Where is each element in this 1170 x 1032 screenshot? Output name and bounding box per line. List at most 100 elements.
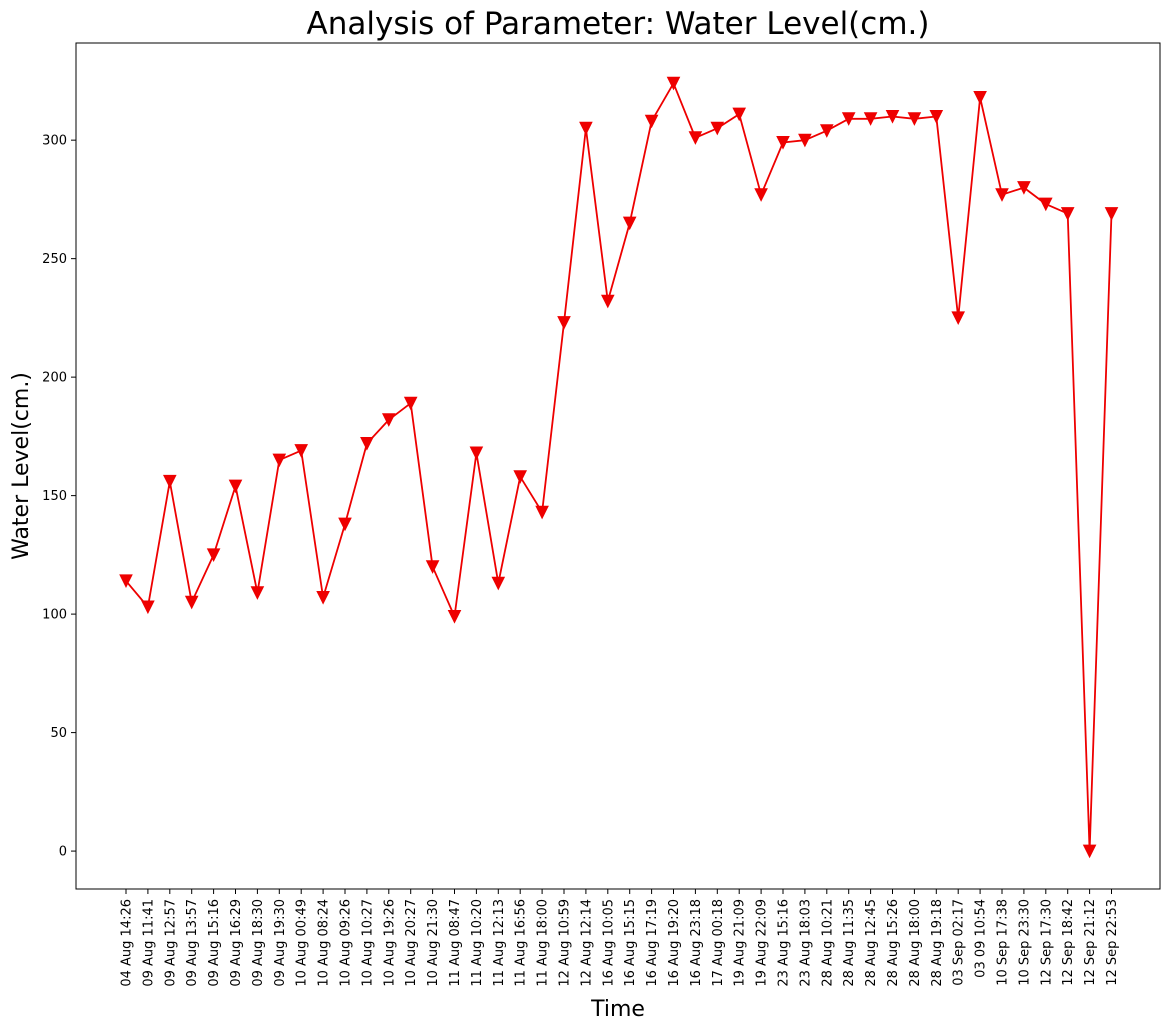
data-point-marker (250, 586, 265, 600)
data-point-marker (1082, 844, 1097, 859)
x-tick-label: 10 Aug 19:26 (382, 899, 397, 987)
x-tick-label: 28 Aug 12:45 (864, 899, 879, 987)
data-point-marker (272, 453, 287, 468)
data-point-marker (710, 121, 725, 136)
x-tick-label: 16 Aug 19:20 (667, 899, 682, 987)
x-tick-label: 12 Sep 21:12 (1083, 899, 1098, 986)
x-tick-label: 28 Aug 19:18 (930, 899, 945, 987)
data-point-marker (206, 548, 221, 563)
x-axis: 04 Aug 14:26 09 Aug 11:41 09 Aug 12:57 09 A… (120, 889, 1120, 987)
x-tick-label: 12 Sep 17:30 (1039, 899, 1054, 986)
y-tick-label: 200 (42, 371, 67, 386)
x-tick-label: 12 Sep 22:53 (1105, 899, 1120, 986)
data-point-marker (754, 188, 768, 202)
data-point-marker (951, 311, 966, 326)
data-point-marker (491, 576, 506, 591)
data-point-marker (338, 517, 352, 532)
data-point-marker (1017, 181, 1031, 195)
x-tick-label: 28 Aug 11:35 (842, 899, 857, 987)
data-point-marker (995, 188, 1009, 202)
y-tick-label: 150 (42, 489, 67, 504)
x-tick-label: 11 Aug 08:47 (448, 899, 463, 987)
data-point-marker (732, 107, 747, 122)
y-axis: 0 50 100 150 200 250 300 (42, 134, 76, 860)
data-point-marker (819, 124, 834, 138)
data-point-marker (776, 136, 790, 150)
x-tick-label: 10 Aug 21:30 (426, 899, 441, 987)
x-tick-label: 11 Aug 10:20 (470, 899, 485, 987)
x-tick-label: 12 Sep 18:42 (1061, 899, 1076, 986)
data-point-marker (644, 114, 659, 129)
x-tick-label: 10 Sep 23:30 (1017, 899, 1032, 986)
data-point-marker (973, 91, 987, 105)
x-tick-label: 12 Aug 12:14 (579, 899, 594, 987)
x-tick-label: 19 Aug 22:09 (755, 899, 770, 987)
data-point-marker (557, 316, 571, 330)
data-point-marker (688, 131, 703, 145)
x-tick-label: 28 Aug 10:21 (820, 899, 835, 987)
y-tick-label: 300 (42, 134, 67, 149)
data-point-marker (447, 610, 462, 624)
y-axis-label: Water Level(cm.) (9, 372, 34, 560)
x-tick-label: 10 Aug 08:24 (317, 899, 332, 987)
x-tick-label: 10 Aug 09:26 (339, 899, 354, 987)
data-point-marker (316, 591, 330, 605)
x-tick-label: 10 Aug 00:49 (295, 899, 310, 987)
data-point-marker (162, 474, 177, 489)
data-point-marker (228, 479, 243, 494)
x-tick-label: 09 Aug 15:16 (207, 899, 222, 987)
data-point-marker (425, 560, 440, 574)
data-point-marker (141, 600, 155, 615)
data-point-marker (1060, 207, 1075, 221)
y-tick-label: 250 (42, 252, 67, 267)
data-point-marker (513, 470, 528, 484)
data-point-marker (863, 112, 878, 126)
x-tick-label: 03 Sep 02:17 (952, 899, 967, 986)
x-tick-label: 16 Aug 17:19 (645, 899, 660, 987)
x-tick-label: 17 Aug 00:18 (711, 899, 726, 987)
data-point-marker (119, 574, 133, 589)
x-tick-label: 09 Aug 18:30 (251, 899, 266, 987)
data-point-marker (403, 396, 418, 411)
x-tick-label: 09 Aug 19:30 (273, 899, 288, 987)
data-point-marker (535, 505, 549, 520)
data-point-marker (381, 413, 396, 427)
data-point-marker (1104, 207, 1119, 221)
data-point-marker (666, 76, 681, 91)
x-tick-label: 11 Aug 16:56 (514, 899, 529, 987)
x-tick-label: 03 09 10:54 (974, 899, 989, 978)
data-point-marker (294, 444, 309, 458)
x-tick-label: 16 Aug 23:18 (689, 899, 704, 987)
data-point-marker (841, 112, 856, 126)
x-tick-label: 10 Aug 10:27 (360, 899, 375, 987)
x-tick-label: 12 Aug 10:59 (558, 899, 573, 987)
x-axis-label: Time (590, 997, 645, 1022)
data-point-marker (798, 133, 812, 148)
x-tick-label: 09 Aug 16:29 (229, 899, 244, 987)
x-tick-label: 28 Aug 18:00 (908, 899, 923, 987)
x-tick-label: 16 Aug 10:05 (601, 899, 616, 987)
data-point-marker (360, 437, 374, 451)
y-tick-label: 100 (42, 608, 67, 623)
data-point-marker (579, 121, 593, 136)
x-tick-label: 28 Aug 15:26 (886, 899, 901, 987)
data-point-marker (469, 446, 484, 461)
x-tick-label: 09 Aug 12:57 (163, 899, 178, 987)
data-point-marker (885, 110, 900, 124)
data-point-marker (622, 216, 637, 231)
plot-area (119, 76, 1119, 859)
data-point-marker (1038, 197, 1053, 212)
x-tick-label: 10 Aug 20:27 (404, 899, 419, 987)
y-tick-label: 0 (59, 845, 67, 860)
x-tick-label: 23 Aug 18:03 (798, 899, 813, 987)
data-point-marker (600, 294, 615, 309)
x-tick-label: 11 Aug 18:00 (536, 899, 551, 987)
series-line (125, 82, 1113, 852)
x-tick-label: 09 Aug 11:41 (141, 899, 156, 987)
data-point-marker (184, 595, 199, 610)
y-tick-label: 50 (50, 726, 67, 741)
x-tick-label: 04 Aug 14:26 (120, 899, 135, 987)
x-tick-label: 09 Aug 13:57 (185, 899, 200, 987)
x-tick-label: 19 Aug 21:09 (733, 899, 748, 987)
